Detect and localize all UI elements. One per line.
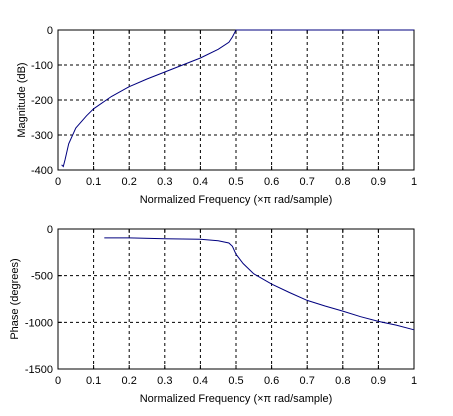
magnitude-x-tick-label: 0.2 xyxy=(122,176,137,188)
magnitude-y-axis-label: Magnitude (dB) xyxy=(16,62,28,137)
phase-y-tick-label: 0 xyxy=(47,224,53,236)
magnitude-y-tick-label: -100 xyxy=(31,60,53,72)
magnitude-x-ticks: 0 0.1 0.2 0.3 0.4 0.5 0.6 0.7 0.8 0.9 1 xyxy=(55,30,417,188)
magnitude-x-tick-label: 0.9 xyxy=(371,176,386,188)
magnitude-x-tick-label: 0 xyxy=(55,176,61,188)
magnitude-y-tick-label: -300 xyxy=(31,130,53,142)
phase-x-tick-label: 0.8 xyxy=(335,375,350,387)
magnitude-x-tick-label: 0.1 xyxy=(86,176,101,188)
phase-y-tick-label: -1500 xyxy=(25,364,53,376)
phase-x-tick-label: 0.2 xyxy=(122,375,137,387)
magnitude-y-tick-label: -400 xyxy=(31,165,53,177)
phase-x-tick-label: 0.7 xyxy=(300,375,315,387)
phase-series-line xyxy=(104,237,415,331)
phase-x-ticks: 0 0.1 0.2 0.3 0.4 0.5 0.6 0.7 0.8 0.9 1 xyxy=(55,229,417,387)
phase-y-axis-label: Phase (degrees) xyxy=(9,258,21,339)
phase-x-tick-label: 0.5 xyxy=(228,375,243,387)
magnitude-x-tick-label: 1 xyxy=(411,176,417,188)
magnitude-x-tick-label: 0.7 xyxy=(300,176,315,188)
phase-y-tick-label: -500 xyxy=(31,271,53,283)
phase-grid xyxy=(58,229,414,369)
phase-x-tick-label: 0.6 xyxy=(264,375,279,387)
magnitude-series-line xyxy=(61,29,414,168)
phase-x-tick-label: 0.3 xyxy=(157,375,172,387)
phase-x-axis-label: Normalized Frequency (×π rad/sample) xyxy=(140,393,333,405)
phase-x-tick-label: 0.1 xyxy=(86,375,101,387)
magnitude-y-ticks: 0 -100 -200 -300 -400 xyxy=(31,25,414,177)
magnitude-y-tick-label: 0 xyxy=(47,25,53,37)
phase-x-tick-label: 1 xyxy=(411,375,417,387)
phase-plot: 0 0.1 0.2 0.3 0.4 0.5 0.6 0.7 0.8 0.9 1 0 -500 -1000… xyxy=(9,224,417,405)
magnitude-grid xyxy=(58,30,414,170)
magnitude-x-tick-label: 0.8 xyxy=(335,176,350,188)
magnitude-plot: 0 0.1 0.2 0.3 0.4 0.5 0.6 0.7 0.8 0.9 1 0 -100 -200 -… xyxy=(16,25,417,206)
phase-x-tick-label: 0.4 xyxy=(193,375,208,387)
phase-x-tick-label: 0 xyxy=(55,375,61,387)
magnitude-x-tick-label: 0.4 xyxy=(193,176,208,188)
magnitude-y-tick-label: -200 xyxy=(31,95,53,107)
phase-y-ticks: 0 -500 -1000 -1500 xyxy=(25,224,414,376)
magnitude-x-tick-label: 0.3 xyxy=(157,176,172,188)
phase-x-tick-label: 0.9 xyxy=(371,375,386,387)
magnitude-x-axis-label: Normalized Frequency (×π rad/sample) xyxy=(140,194,333,206)
phase-y-tick-label: -1000 xyxy=(25,317,53,329)
magnitude-x-tick-label: 0.6 xyxy=(264,176,279,188)
magnitude-x-tick-label: 0.5 xyxy=(228,176,243,188)
